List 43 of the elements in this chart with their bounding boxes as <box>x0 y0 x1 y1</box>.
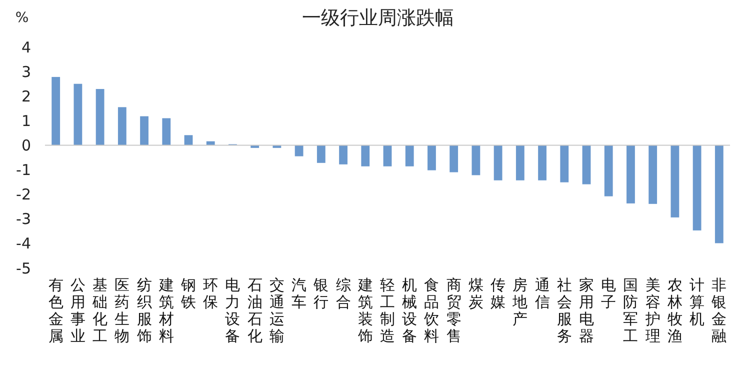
y-tick-label: -4 <box>16 234 31 253</box>
x-tick-label: 电子 <box>601 276 616 311</box>
y-tick-label: 2 <box>21 87 31 106</box>
x-tick-label: 石油石化 <box>247 276 262 345</box>
x-tick-label: 医药生物 <box>114 276 130 345</box>
x-tick-label: 建筑材料 <box>158 276 174 345</box>
x-tick-label: 房地产 <box>512 276 528 328</box>
x-tick-label: 公用事业 <box>70 276 86 345</box>
y-axis-title: % <box>15 10 29 26</box>
y-tick-label: -1 <box>16 161 31 180</box>
x-tick-label: 传媒 <box>490 276 506 311</box>
y-tick-label: 0 <box>21 136 31 154</box>
x-tick-label: 综合 <box>336 276 351 311</box>
x-tick-label: 国防军工 <box>623 276 638 345</box>
y-tick-label: -5 <box>16 259 31 278</box>
x-tick-label: 美容护理 <box>644 276 660 345</box>
x-tick-label: 银行 <box>312 276 329 311</box>
x-tick-label: 汽车 <box>292 276 307 311</box>
x-tick-label: 计算机 <box>690 276 705 328</box>
x-tick-label: 交通运输 <box>269 276 284 345</box>
y-tick-label: 4 <box>21 38 31 56</box>
x-tick-label: 食品饮料 <box>423 276 440 345</box>
x-tick-label: 社会服务 <box>556 276 572 345</box>
x-tick-label: 非银金融 <box>710 276 727 345</box>
x-tick-label: 环保 <box>203 276 218 311</box>
x-tick-label: 电力设备 <box>225 276 240 345</box>
x-tick-label: 机械设备 <box>402 276 418 345</box>
x-tick-label: 轻工制造 <box>380 276 395 345</box>
y-tick-label: 1 <box>21 112 31 130</box>
y-tick-label: -2 <box>16 186 31 204</box>
x-tick-label: 商贸零售 <box>446 276 462 345</box>
chart-title: 一级行业周涨跌幅 <box>302 7 454 29</box>
x-tick-label: 通信 <box>534 276 550 311</box>
x-tick-label: 钢铁 <box>180 276 196 311</box>
x-tick-label: 建筑装饰 <box>356 276 373 345</box>
y-tick-label: 3 <box>21 62 31 81</box>
x-tick-label: 纺织服饰 <box>136 276 152 345</box>
x-tick-label: 有色金属 <box>48 276 64 345</box>
y-tick-label: -3 <box>16 210 31 228</box>
x-tick-label: 基础化工 <box>92 276 108 345</box>
x-tick-label: 煤炭 <box>468 276 484 311</box>
x-tick-label: 农林牧渔 <box>666 276 682 345</box>
x-tick-label: 家用电器 <box>579 276 594 345</box>
